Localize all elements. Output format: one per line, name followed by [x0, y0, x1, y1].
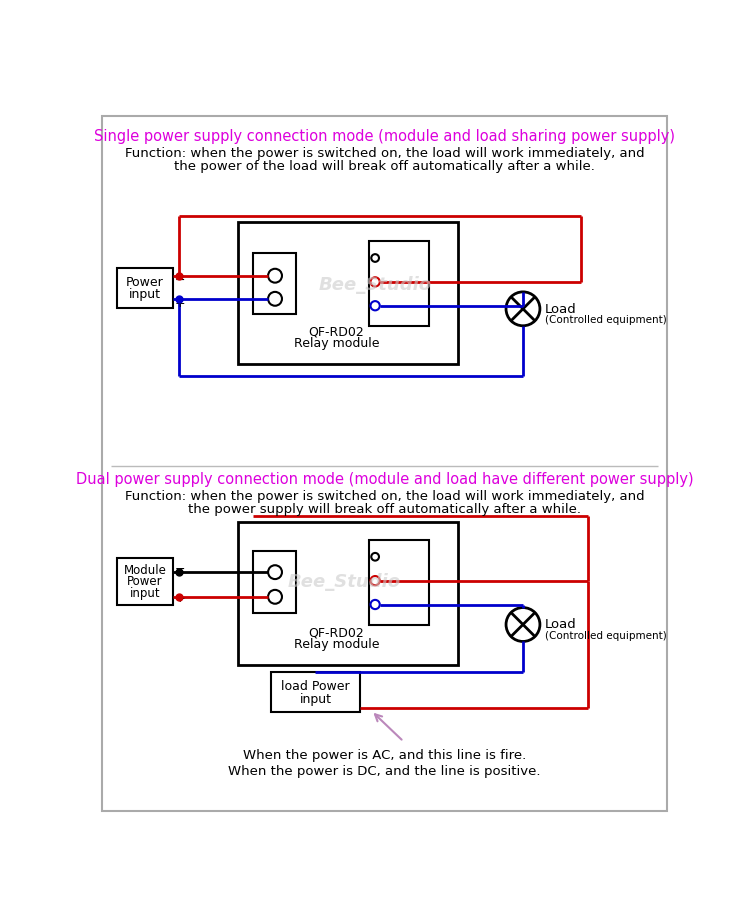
Text: Function: when the power is switched on, the load will work immediately, and: Function: when the power is switched on,… [124, 147, 644, 160]
Text: Relay module: Relay module [293, 638, 379, 651]
Text: the power supply will break off automatically after a while.: the power supply will break off automati… [188, 503, 580, 516]
Text: QF-RD02: QF-RD02 [308, 626, 364, 639]
Text: the power of the load will break off automatically after a while.: the power of the load will break off aut… [174, 161, 595, 174]
Bar [272, 672, 360, 712]
Circle shape [268, 565, 282, 579]
Bar [117, 268, 172, 308]
Text: QF-RD02: QF-RD02 [308, 326, 364, 339]
Text: Load: Load [544, 303, 576, 316]
Text: Single power supply connection mode (module and load sharing power supply): Single power supply connection mode (mod… [94, 129, 675, 144]
Circle shape [371, 553, 379, 561]
Text: input: input [129, 288, 161, 301]
Text: When the power is AC, and this line is fire.: When the power is AC, and this line is f… [243, 749, 526, 762]
Bar [238, 222, 458, 364]
Text: input: input [299, 693, 332, 706]
Bar [369, 540, 429, 624]
Text: Dual power supply connection mode (module and load have different power supply): Dual power supply connection mode (modul… [76, 472, 693, 487]
Circle shape [370, 277, 380, 286]
Text: Load: Load [544, 619, 576, 632]
Text: Bee_Studio: Bee_Studio [287, 573, 400, 591]
Text: (Controlled equipment): (Controlled equipment) [544, 315, 666, 325]
Bar [254, 552, 296, 613]
Text: input: input [130, 587, 160, 599]
Circle shape [370, 301, 380, 310]
Bar [238, 522, 458, 665]
Text: Function: when the power is switched on, the load will work immediately, and: Function: when the power is switched on,… [124, 490, 644, 503]
Circle shape [506, 292, 540, 326]
Text: Module: Module [124, 564, 166, 577]
Circle shape [268, 292, 282, 306]
Text: Relay module: Relay module [293, 337, 379, 351]
Circle shape [506, 608, 540, 642]
Text: Power: Power [126, 275, 164, 288]
Text: Bee_Studio: Bee_Studio [318, 276, 431, 295]
Text: When the power is DC, and the line is positive.: When the power is DC, and the line is po… [228, 765, 541, 778]
Circle shape [371, 254, 379, 262]
Circle shape [268, 590, 282, 604]
Text: +: + [175, 592, 185, 605]
Bar [117, 558, 172, 604]
Text: −: − [175, 274, 185, 287]
Circle shape [268, 269, 282, 283]
Circle shape [370, 576, 380, 586]
Text: load Power: load Power [281, 680, 350, 693]
Text: −: − [175, 563, 185, 576]
Text: (Controlled equipment): (Controlled equipment) [544, 631, 666, 641]
Text: Power: Power [127, 576, 163, 588]
Text: +: + [175, 297, 185, 310]
Circle shape [370, 599, 380, 610]
Bar [254, 252, 296, 314]
Bar [369, 241, 429, 326]
